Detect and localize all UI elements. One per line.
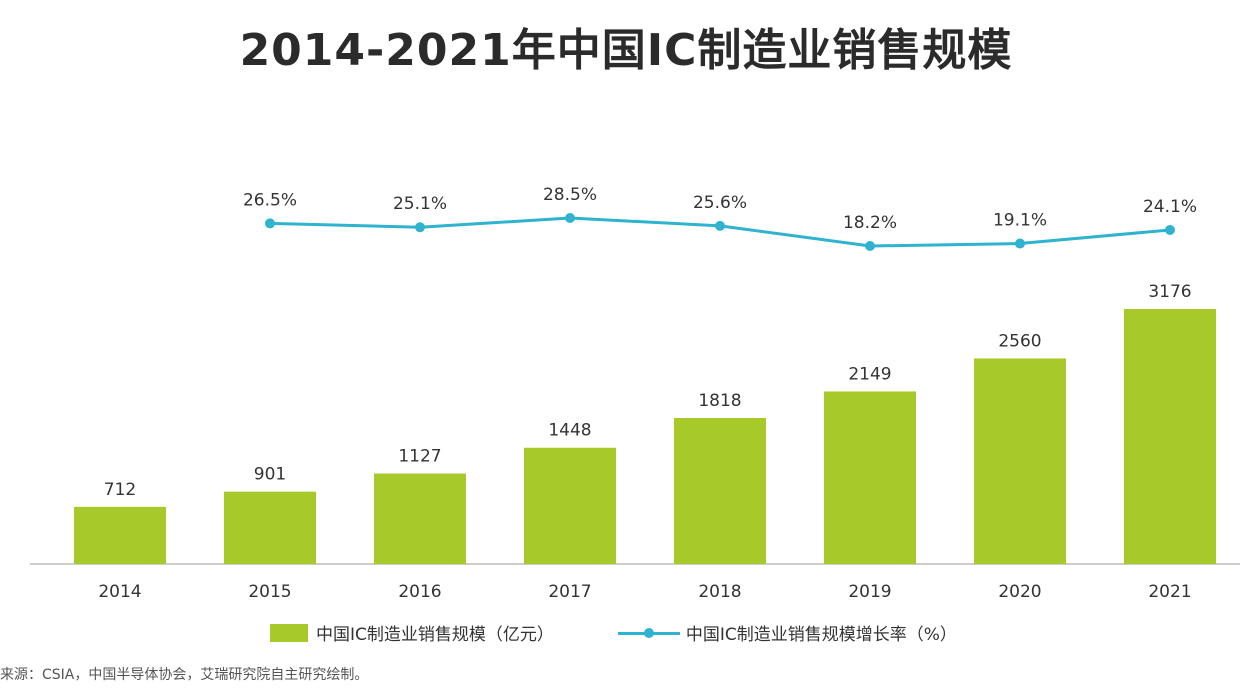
x-tick-2016: 2016	[398, 582, 441, 602]
source-note: 来源：CSIA，中国半导体协会，艾瑞研究院自主研究绘制。	[0, 667, 369, 683]
x-tick-2021: 2021	[1148, 582, 1191, 602]
bar-label-2019: 2149	[848, 364, 891, 384]
bar-2016	[374, 473, 466, 564]
x-tick-2017: 2017	[548, 582, 591, 602]
legend-item-bar: 中国IC制造业销售规模（亿元）	[270, 620, 554, 645]
bar-label-2018: 1818	[698, 391, 741, 411]
bar-label-2017: 1448	[548, 421, 591, 441]
x-tick-2020: 2020	[998, 582, 1041, 602]
growth-point-2018	[715, 220, 725, 231]
x-tick-2015: 2015	[248, 582, 291, 602]
bar-2015	[224, 491, 316, 564]
x-tick-2018: 2018	[698, 582, 741, 602]
bar-2021	[1124, 309, 1216, 564]
growth-label-2021: 24.1%	[1143, 197, 1197, 217]
bar-label-2015: 901	[254, 465, 286, 485]
bar-2018	[674, 418, 766, 564]
bar-2020	[974, 358, 1066, 564]
bar-label-2014: 712	[104, 480, 136, 500]
bar-label-2016: 1127	[398, 447, 441, 467]
growth-label-2019: 18.2%	[843, 213, 897, 233]
bar-label-2020: 2560	[998, 331, 1041, 351]
growth-point-2017	[565, 213, 575, 223]
growth-label-2020: 19.1%	[993, 211, 1047, 231]
growth-label-2016: 25.1%	[393, 194, 447, 214]
growth-label-2015: 26.5%	[243, 190, 297, 210]
growth-label-2018: 25.6%	[693, 193, 747, 213]
growth-point-2021	[1165, 224, 1175, 235]
growth-point-2019	[865, 241, 875, 251]
x-tick-2019: 2019	[848, 582, 891, 602]
legend-line-swatch	[617, 624, 680, 642]
legend-item-line: 中国IC制造业销售规模增长率（%）	[617, 620, 957, 645]
bar-label-2021: 3176	[1148, 282, 1191, 302]
bar-2014	[74, 506, 166, 564]
growth-label-2017: 28.5%	[543, 185, 597, 205]
chart-title: 2014-2021年中国IC制造业销售规模	[239, 25, 1013, 76]
bar-2019	[824, 391, 916, 564]
growth-point-2020	[1015, 238, 1025, 249]
x-tick-2014: 2014	[98, 582, 141, 602]
legend-bar-swatch	[270, 623, 308, 642]
legend-line-label: 中国IC制造业销售规模增长率（%）	[685, 625, 957, 645]
bar-2017	[524, 447, 616, 564]
growth-point-2015	[265, 218, 275, 229]
legend: 中国IC制造业销售规模（亿元） 中国IC制造业销售规模增长率（%）	[270, 620, 1021, 645]
growth-point-2016	[415, 222, 425, 233]
legend-bar-label: 中国IC制造业销售规模（亿元）	[316, 625, 554, 645]
